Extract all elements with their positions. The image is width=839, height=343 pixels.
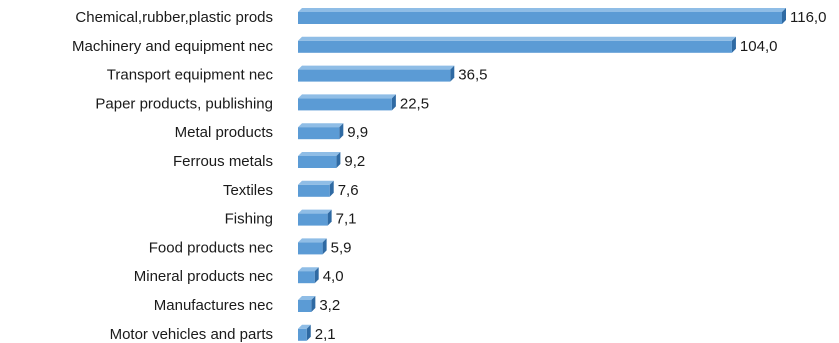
bar [298,8,786,24]
bar-top-face [298,94,396,99]
bar [298,324,311,341]
bar [298,36,736,53]
bar [298,180,334,197]
bar-front-face [298,12,782,24]
bar-top-face [298,152,341,156]
value-label: 2,1 [315,326,336,343]
bar-top-face [298,296,316,300]
bar-side-face [306,324,311,341]
bar-side-face [329,180,334,197]
bar-front-face [298,300,312,312]
category-labels: Chemical,rubber,plastic prods Machinery a… [72,9,273,343]
value-label: 3,2 [319,297,340,314]
bar-side-face [336,152,341,168]
bar-top-face [298,267,319,272]
category-label: Manufactures nec [154,297,274,314]
category-label: Mineral products nec [134,268,274,285]
bar-side-face [314,267,319,284]
value-label: 116,0 [790,9,826,26]
category-label: Chemical,rubber,plastic prods [75,9,273,26]
bar-side-face [450,65,455,82]
bar-side-face [327,209,332,226]
category-label: Food products nec [149,239,274,256]
value-label: 7,1 [336,211,357,228]
bar-side-face [391,94,396,111]
bar [298,209,332,226]
category-label: Machinery and equipment nec [72,38,273,55]
value-label: 9,2 [344,153,365,170]
bar [298,296,316,312]
bar-side-face [731,36,736,53]
value-labels: 116,0 104,0 36,5 22,5 9,9 9,2 7,6 7,1 5,9 4,0 3,2 2… [315,9,827,343]
value-label: 7,6 [338,182,359,199]
bar-top-face [298,36,736,41]
bar-front-face [298,242,323,255]
category-label: Transport equipment nec [107,67,274,84]
bar [298,94,396,111]
category-label: Ferrous metals [173,153,273,170]
bar-top-face [298,123,344,128]
bar-top-face [298,238,327,243]
bar-side-face [322,238,327,255]
category-label: Textiles [223,182,273,199]
bar-front-face [298,328,307,341]
value-label: 9,9 [347,124,368,141]
bar-side-face [339,123,344,140]
category-label: Metal products [175,124,273,141]
bar-top-face [298,8,786,12]
bar-front-face [298,69,451,82]
bars [298,8,786,341]
bar-front-face [298,40,732,53]
value-label: 22,5 [400,95,429,112]
category-label: Fishing [225,211,273,228]
bar-front-face [298,213,328,226]
bar-front-face [298,98,392,111]
bar [298,267,319,284]
value-label: 4,0 [323,268,344,285]
bar-top-face [298,324,311,329]
bar-front-face [298,156,337,168]
value-label: 36,5 [458,67,487,84]
bar-side-face [782,8,786,24]
bar [298,152,341,168]
value-label: 5,9 [331,239,352,256]
bar-front-face [298,184,330,197]
bar-top-face [298,180,334,185]
bar-top-face [298,209,332,214]
bar [298,238,327,255]
category-label: Paper products, publishing [95,95,273,112]
bar-front-face [298,127,340,140]
category-label: Motor vehicles and parts [110,326,273,343]
bar [298,123,344,140]
bar-top-face [298,65,455,70]
value-label: 104,0 [740,38,778,55]
bar [298,65,455,82]
bar-front-face [298,271,315,284]
bar-side-face [311,296,316,312]
